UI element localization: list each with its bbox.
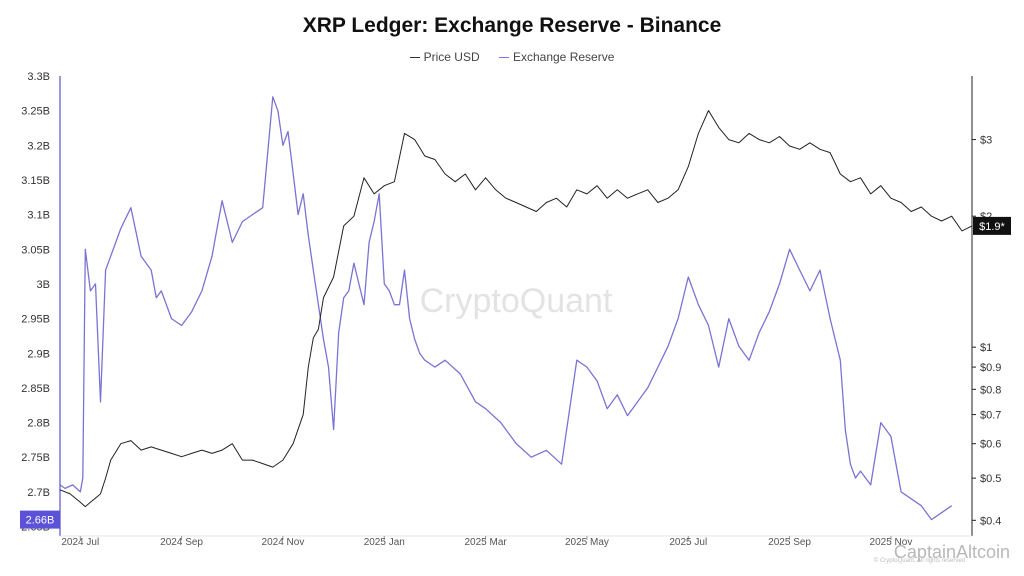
left-tick-label: 2.8B <box>27 418 50 430</box>
watermark-copyright: © CryptoQuant. All rights reserved <box>874 557 965 564</box>
left-tick-label: 2.85B <box>21 383 50 395</box>
x-tick-label: 2025 Nov <box>870 537 913 548</box>
left-tick-label: 2.9B <box>27 348 50 360</box>
right-tick-label: $1 <box>980 342 992 354</box>
legend-swatch-reserve <box>498 57 509 59</box>
badge-current-reserve <box>20 510 60 529</box>
x-tick-label: 2024 Sep <box>160 537 203 548</box>
watermark-cryptoquant: CryptoQuant <box>420 282 613 320</box>
left-tick-label: 2.7B <box>27 487 50 499</box>
series-line-price-usd[interactable] <box>59 110 973 508</box>
x-tick-label: 2025 May <box>565 537 609 548</box>
x-tick-label: 2024 Jul <box>61 537 99 548</box>
x-tick-label: 2025 Sep <box>768 537 811 548</box>
right-tick-label: $0.7 <box>980 410 1001 422</box>
left-tick-label: 3.15B <box>21 175 50 187</box>
right-tick-label: $0.4 <box>980 515 1001 527</box>
left-tick-label: 3.2B <box>27 140 50 152</box>
chart-legend: Price USD Exchange Reserve <box>0 50 1024 64</box>
right-tick-label: $0.6 <box>980 439 1001 451</box>
x-tick-label: 2024 Nov <box>262 537 305 548</box>
legend-item-reserve[interactable]: Exchange Reserve <box>498 50 615 64</box>
left-tick-label: 2.75B <box>21 452 50 464</box>
badge-current-price <box>973 216 1011 235</box>
right-tick-label: $0.8 <box>980 384 1001 396</box>
badge-current-price-label: $1.9* <box>979 221 1005 233</box>
left-tick-label: 3.25B <box>21 106 50 118</box>
x-tick-label: 2025 Jul <box>669 537 707 548</box>
chart-title: XRP Ledger: Exchange Reserve - Binance <box>302 14 722 37</box>
legend-item-price[interactable]: Price USD <box>409 50 480 64</box>
left-tick-label: 3B <box>37 279 50 291</box>
right-tick-label: $0.5 <box>980 473 1001 485</box>
left-tick-label: 3.3B <box>27 71 50 83</box>
left-tick-label: 3.1B <box>27 210 50 222</box>
watermark-captainaltcoin: CaptainAltcoin <box>894 542 1010 562</box>
legend-swatch-price <box>409 57 420 59</box>
legend-label-price: Price USD <box>423 50 480 64</box>
right-tick-label: $3 <box>980 135 992 147</box>
right-tick-label: $0.9 <box>980 362 1001 374</box>
badge-current-reserve-label: 2.66B <box>26 515 55 527</box>
left-tick-label: 3.05B <box>21 244 50 256</box>
left-tick-label: 2.95B <box>21 314 50 326</box>
x-tick-label: 2025 Jan <box>364 537 405 548</box>
series-line-exchange-reserve[interactable] <box>59 96 953 521</box>
x-tick-label: 2025 Mar <box>464 537 507 548</box>
legend-label-reserve: Exchange Reserve <box>512 50 615 64</box>
